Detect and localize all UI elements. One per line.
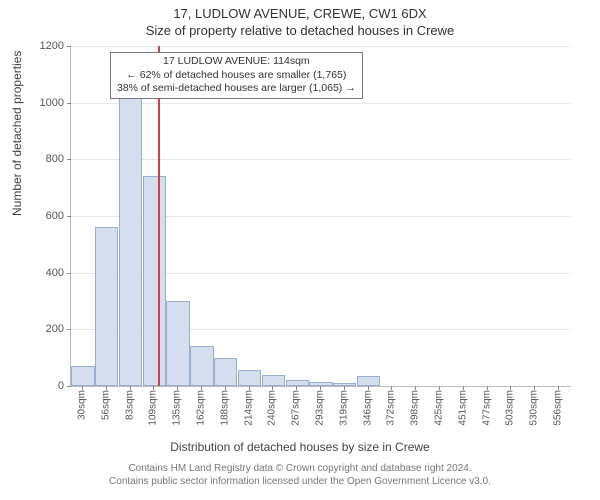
info-box: 17 LUDLOW AVENUE: 114sqm ← 62% of detach…: [110, 52, 363, 99]
ytick-label: 200: [24, 323, 64, 335]
chart-area: 17 LUDLOW AVENUE: 114sqm ← 62% of detach…: [70, 46, 570, 386]
footer-line-1: Contains HM Land Registry data © Crown c…: [0, 462, 600, 475]
ytick-mark: [67, 159, 71, 160]
xtick-label: 135sqm: [172, 390, 183, 426]
xtick-label: 503sqm: [505, 390, 516, 426]
gridline: [71, 103, 571, 104]
histogram-bar: [333, 383, 356, 386]
chart-title-desc: Size of property relative to detached ho…: [0, 21, 600, 38]
ytick-label: 1200: [24, 40, 64, 52]
gridline: [71, 159, 571, 160]
histogram-bar: [143, 176, 166, 386]
ytick-label: 600: [24, 210, 64, 222]
footer: Contains HM Land Registry data © Crown c…: [0, 462, 600, 488]
gridline: [71, 46, 571, 47]
xtick-label: 240sqm: [267, 390, 278, 426]
xtick-label: 267sqm: [291, 390, 302, 426]
ytick-mark: [67, 273, 71, 274]
ytick-mark: [67, 329, 71, 330]
ytick-label: 800: [24, 153, 64, 165]
chart-container: 17, LUDLOW AVENUE, CREWE, CW1 6DX Size o…: [0, 0, 600, 500]
histogram-bar: [71, 366, 94, 386]
xtick-label: 346sqm: [362, 390, 373, 426]
xtick-label: 162sqm: [195, 390, 206, 426]
histogram-bar: [166, 301, 189, 386]
xtick-label: 83sqm: [124, 390, 135, 420]
xtick-label: 56sqm: [100, 390, 111, 420]
xtick-label: 425sqm: [434, 390, 445, 426]
xtick-label: 319sqm: [338, 390, 349, 426]
ytick-mark: [67, 46, 71, 47]
histogram-bar: [214, 358, 237, 386]
xtick-label: 451sqm: [457, 390, 468, 426]
xtick-label: 214sqm: [243, 390, 254, 426]
histogram-bar: [262, 375, 285, 386]
ytick-mark: [67, 386, 71, 387]
ytick-mark: [67, 103, 71, 104]
ytick-label: 0: [24, 380, 64, 392]
info-line-3: 38% of semi-detached houses are larger (…: [117, 82, 356, 96]
xtick-label: 477sqm: [481, 390, 492, 426]
xtick-label: 188sqm: [219, 390, 230, 426]
histogram-bar: [238, 370, 261, 386]
info-line-1: 17 LUDLOW AVENUE: 114sqm: [117, 55, 356, 69]
footer-line-2: Contains public sector information licen…: [0, 475, 600, 488]
histogram-bar: [357, 376, 380, 386]
x-axis-label: Distribution of detached houses by size …: [0, 440, 600, 454]
xtick-label: 372sqm: [386, 390, 397, 426]
xtick-label: 30sqm: [76, 390, 87, 420]
xtick-label: 556sqm: [553, 390, 564, 426]
chart-title-address: 17, LUDLOW AVENUE, CREWE, CW1 6DX: [0, 0, 600, 21]
y-axis-label: Number of detached properties: [10, 51, 24, 216]
ytick-label: 1000: [24, 97, 64, 109]
histogram-bar: [119, 86, 142, 386]
xtick-label: 398sqm: [410, 390, 421, 426]
histogram-bar: [95, 227, 118, 386]
xtick-label: 109sqm: [148, 390, 159, 426]
histogram-bar: [190, 346, 213, 386]
ytick-mark: [67, 216, 71, 217]
xtick-label: 530sqm: [529, 390, 540, 426]
ytick-label: 400: [24, 267, 64, 279]
info-line-2: ← 62% of detached houses are smaller (1,…: [117, 69, 356, 83]
xtick-label: 293sqm: [315, 390, 326, 426]
